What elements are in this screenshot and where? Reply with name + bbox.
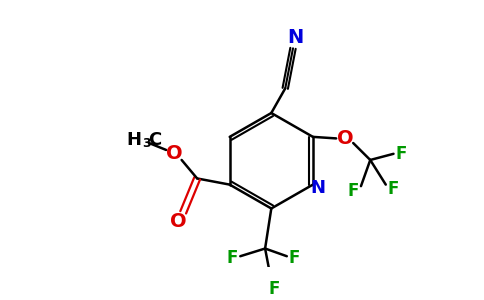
Text: F: F — [269, 280, 280, 298]
Text: C: C — [148, 131, 162, 149]
Text: N: N — [287, 28, 303, 47]
Text: 3: 3 — [142, 136, 151, 149]
Text: F: F — [348, 182, 359, 200]
Text: O: O — [337, 129, 354, 148]
Text: O: O — [166, 144, 182, 163]
Text: F: F — [289, 249, 300, 267]
Text: O: O — [170, 212, 187, 231]
Text: H: H — [126, 131, 141, 149]
Text: N: N — [311, 179, 326, 197]
Text: F: F — [395, 145, 407, 163]
Text: F: F — [388, 180, 399, 198]
Text: F: F — [227, 249, 238, 267]
